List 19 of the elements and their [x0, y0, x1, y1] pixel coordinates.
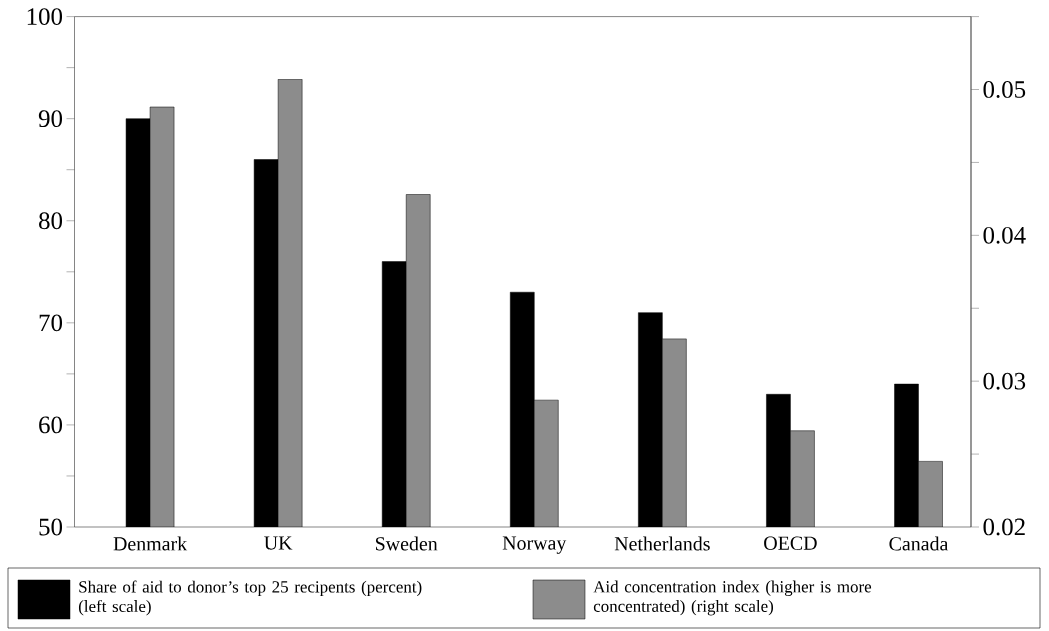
y-tick-label: 100 [27, 8, 63, 25]
x-tick-label: Canada [889, 536, 949, 551]
x-tick-label: UK [264, 536, 293, 550]
x-tick-label: Netherlands [614, 536, 710, 551]
legend-label: Share of aid to donor’s top 25 recipents (percent) (left scale) [78, 580, 422, 616]
y2-tick-label: 0.04 [983, 226, 1026, 244]
y2-tick-label: 0.05 [983, 81, 1026, 98]
y2-tick-label: 0.02 [983, 518, 1025, 536]
x-tick-label: Denmark [113, 536, 188, 551]
y2-tick-label: 0.03 [983, 372, 1026, 390]
y-tick-label: 70 [39, 314, 63, 332]
y-tick-label: 90 [38, 110, 63, 128]
legend-label: Aid concentration index (higher is more concentrated) (right scale) [593, 580, 872, 616]
x-tick-label: Sweden [375, 536, 438, 551]
x-tick-label: Norway [502, 536, 567, 554]
y-tick-label: 80 [39, 212, 63, 230]
y-tick-label: 50 [39, 518, 63, 536]
x-tick-label: OECD [764, 536, 817, 550]
y-tick-label: 60 [39, 416, 63, 434]
